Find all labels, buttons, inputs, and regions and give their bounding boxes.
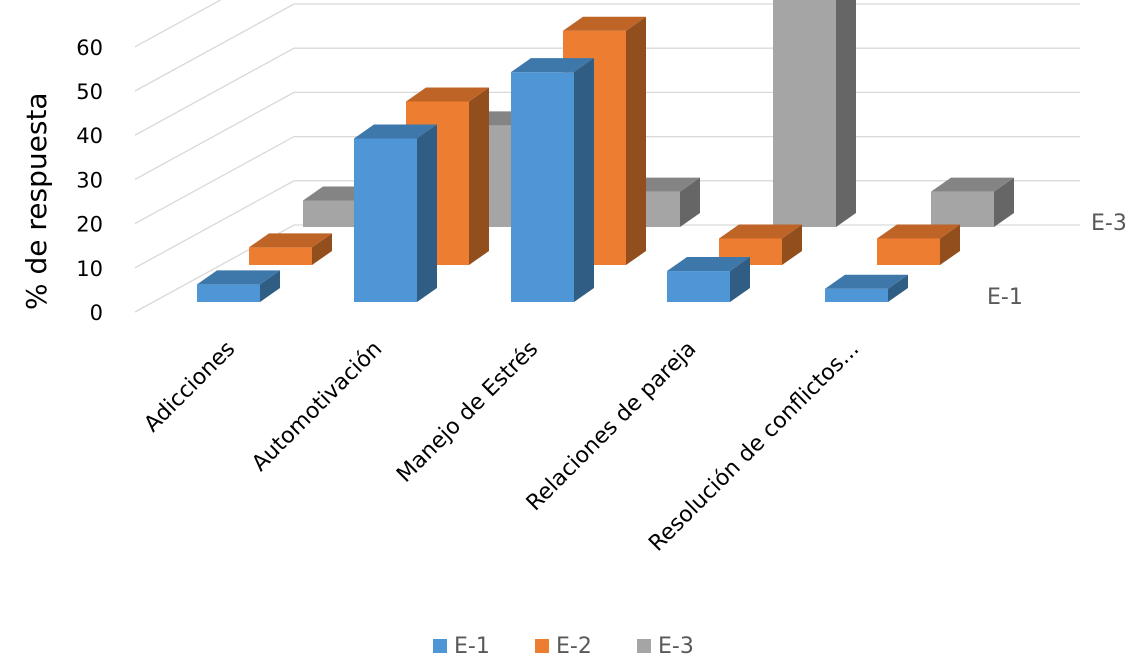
bar-top xyxy=(511,58,594,73)
bar-E-1-5 xyxy=(825,274,908,302)
bar-top xyxy=(825,274,908,289)
y-tick-label: 60 xyxy=(76,36,103,60)
depth-label-back: E-3 xyxy=(1091,211,1127,236)
bar-front xyxy=(877,238,940,265)
bar-side xyxy=(260,270,280,302)
bar-top xyxy=(719,224,802,239)
bar-side xyxy=(417,124,437,303)
bar-side xyxy=(626,16,646,265)
bar-E-2-5 xyxy=(877,224,960,265)
bar-E-1-2 xyxy=(354,124,437,303)
bar-top xyxy=(877,224,960,239)
bar-E-1-1 xyxy=(197,270,280,302)
bar-E-2-1 xyxy=(249,233,332,265)
y-tick-label: 0 xyxy=(90,301,103,325)
y-axis-title: % de respuesta xyxy=(20,92,53,310)
depth-axis-labels: E-1 E-3 xyxy=(987,211,1127,310)
legend: E-1 E-2 E-3 xyxy=(433,634,694,658)
bar-E-1-3 xyxy=(511,58,594,302)
legend-label: E-2 xyxy=(556,634,592,658)
bar-front xyxy=(825,288,888,302)
bar-front xyxy=(773,0,836,228)
bar-top xyxy=(931,177,1014,192)
bar-side xyxy=(994,177,1014,227)
bar-front xyxy=(354,138,417,302)
bar-side xyxy=(312,233,332,265)
bar-top xyxy=(197,270,280,285)
y-tick-label: 50 xyxy=(76,80,103,104)
bar-E-3-4 xyxy=(773,0,856,228)
bar-front xyxy=(197,284,260,302)
bar-side xyxy=(469,87,489,266)
bars xyxy=(197,0,1014,303)
y-tick-label: 30 xyxy=(76,168,103,192)
bar-side xyxy=(574,58,594,302)
bar-front xyxy=(667,271,730,302)
bar-side xyxy=(888,274,908,302)
bar-front xyxy=(249,247,312,265)
bar-side xyxy=(940,224,960,265)
legend-swatch xyxy=(535,639,549,653)
bar-front xyxy=(511,72,574,302)
y-axis-ticks: 0 10 20 30 40 50 60 xyxy=(76,36,103,325)
bar-top xyxy=(354,124,437,139)
bar-E-1-4 xyxy=(667,257,750,302)
bar-side xyxy=(782,224,802,265)
bar-top xyxy=(249,233,332,248)
y-tick-label: 20 xyxy=(76,213,103,237)
bar-E-2-4 xyxy=(719,224,802,265)
y-tick-label: 40 xyxy=(76,124,103,148)
category-label: Adicciones xyxy=(140,337,241,438)
legend-swatch xyxy=(637,639,651,653)
bar-top xyxy=(667,257,750,272)
category-label: Manejo de Estrés xyxy=(392,337,543,488)
bar-side xyxy=(680,177,700,227)
gridline xyxy=(134,0,222,48)
bar-top xyxy=(563,16,646,31)
category-label: Relaciones de pareja xyxy=(522,337,701,516)
legend-swatch xyxy=(433,639,447,653)
category-labels: Adicciones Automotivación Manejo de Estrés… xyxy=(140,337,865,557)
bar-side xyxy=(730,257,750,302)
legend-label: E-1 xyxy=(454,634,490,658)
category-label: Automotivación xyxy=(247,337,387,477)
legend-label: E-3 xyxy=(658,634,694,658)
y-tick-label: 10 xyxy=(76,257,103,281)
bar-side xyxy=(836,0,856,227)
bar-E-3-5 xyxy=(931,177,1014,227)
depth-label-front: E-1 xyxy=(987,285,1023,310)
bar-top xyxy=(406,87,489,102)
bar-front xyxy=(931,191,994,227)
